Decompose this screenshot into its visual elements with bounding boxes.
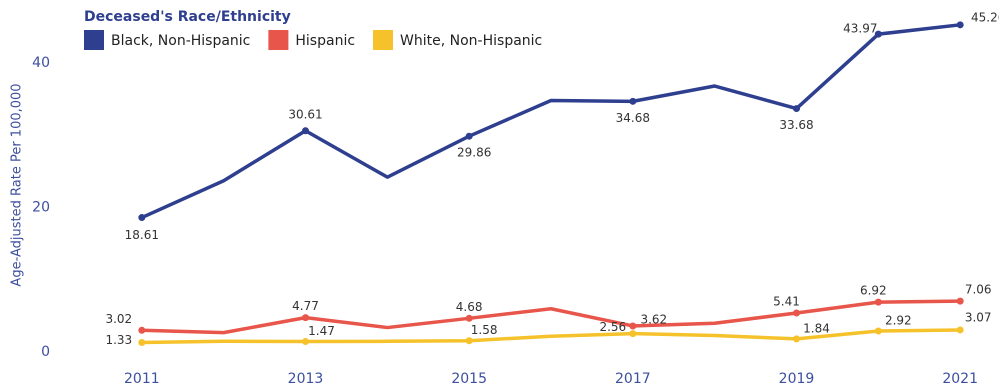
point <box>874 327 882 335</box>
x-tick-label: 2019 <box>779 371 815 387</box>
x-tick-label: 2021 <box>942 371 978 387</box>
legend-swatch <box>84 30 104 50</box>
data-label: 30.61 <box>288 107 322 121</box>
point <box>138 214 146 222</box>
data-label: 33.68 <box>779 118 813 132</box>
legend-title: Deceased's Race/Ethnicity <box>84 9 291 25</box>
y-tick-label: 20 <box>32 200 50 216</box>
point <box>629 97 637 105</box>
data-label: 1.47 <box>308 324 335 338</box>
point <box>793 105 801 113</box>
data-label: 29.86 <box>457 146 491 160</box>
legend-label: Black, Non-Hispanic <box>111 33 250 49</box>
data-label: 3.02 <box>105 312 132 326</box>
data-label: 1.84 <box>803 321 830 335</box>
legend-label: Hispanic <box>295 33 355 49</box>
y-tick-label: 40 <box>32 55 50 71</box>
data-label: 1.33 <box>105 333 132 347</box>
legend-label: White, Non-Hispanic <box>400 33 542 49</box>
point <box>302 127 310 135</box>
data-label: 2.56 <box>599 320 626 334</box>
line <box>141 23 961 220</box>
data-label: 7.06 <box>965 283 992 297</box>
point <box>956 297 964 305</box>
point <box>465 337 473 345</box>
y-axis-label: Age-Adjusted Rate Per 100,000 <box>10 83 25 286</box>
data-label: 45.26 <box>971 10 999 24</box>
point <box>138 326 146 334</box>
point <box>302 338 310 346</box>
point <box>302 314 310 322</box>
point <box>956 21 964 29</box>
data-label: 6.92 <box>860 284 887 298</box>
point <box>138 339 146 347</box>
data-label: 4.77 <box>292 299 319 313</box>
point <box>465 132 473 140</box>
point <box>629 330 637 338</box>
point <box>793 309 801 317</box>
data-label: 2.92 <box>885 314 912 328</box>
x-tick-label: 2011 <box>124 371 160 387</box>
data-label: 34.68 <box>616 111 650 125</box>
data-label: 4.68 <box>456 300 483 314</box>
point <box>465 314 473 322</box>
point <box>874 30 882 38</box>
line <box>141 299 961 335</box>
x-tick-label: 2013 <box>288 371 324 387</box>
point <box>956 326 964 334</box>
x-tick-label: 2015 <box>451 371 487 387</box>
data-label: 3.07 <box>965 310 992 324</box>
data-label: 18.61 <box>125 228 159 242</box>
data-label: 3.62 <box>640 312 667 326</box>
data-label: 5.41 <box>773 295 800 309</box>
data-label: 43.97 <box>843 22 877 36</box>
line <box>141 328 961 345</box>
legend-swatch <box>373 30 394 50</box>
legend-swatch <box>268 30 289 50</box>
y-tick-label: 0 <box>41 344 50 360</box>
x-tick-label: 2017 <box>615 371 651 387</box>
data-label: 1.58 <box>471 323 498 337</box>
point <box>874 298 882 306</box>
point <box>793 335 801 343</box>
point <box>629 322 637 330</box>
